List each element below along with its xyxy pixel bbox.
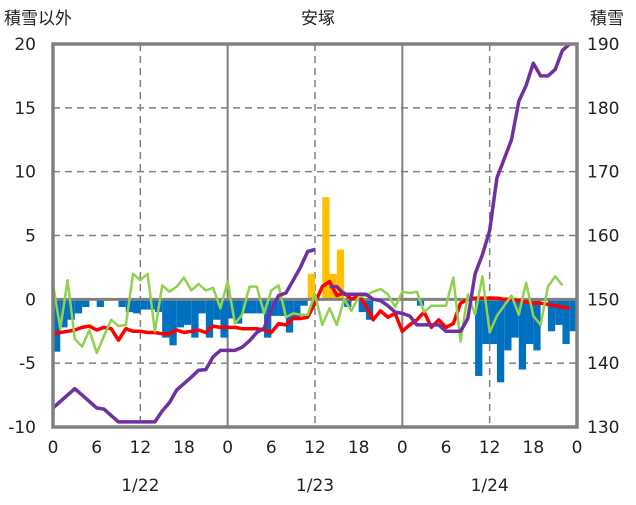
negative-bar bbox=[82, 299, 90, 307]
negative-bar bbox=[569, 299, 577, 332]
negative-bar bbox=[60, 299, 68, 328]
date-label: 1/22 bbox=[121, 476, 159, 496]
x-tick-label: 18 bbox=[523, 438, 545, 458]
x-tick-label: 12 bbox=[479, 438, 501, 458]
negative-bar bbox=[242, 299, 250, 314]
negative-bar bbox=[198, 299, 206, 314]
negative-bar bbox=[358, 299, 366, 313]
plot-frame bbox=[51, 42, 579, 429]
right-y-tick-label: 130 bbox=[587, 418, 619, 438]
right-y-tick-label: 150 bbox=[587, 290, 619, 310]
positive-bar bbox=[336, 249, 345, 300]
negative-bar bbox=[504, 299, 512, 351]
negative-bar bbox=[53, 299, 61, 352]
negative-bar bbox=[256, 299, 265, 314]
x-tick-label: 12 bbox=[304, 438, 326, 458]
right-y-tick-label: 180 bbox=[587, 99, 619, 119]
negative-bar bbox=[555, 299, 563, 325]
purple-series-line bbox=[51, 42, 571, 424]
chart-title: 安塚 bbox=[301, 9, 335, 29]
right-y-tick-label: 140 bbox=[587, 354, 619, 374]
left-y-tick-label: -10 bbox=[8, 418, 36, 438]
negative-bar bbox=[249, 299, 257, 314]
negative-bar bbox=[213, 299, 221, 320]
x-tick-label: 12 bbox=[130, 438, 152, 458]
left-y-tick-label: 20 bbox=[14, 35, 36, 55]
negative-bar bbox=[533, 299, 541, 351]
left-axis-title: 積雪以外 bbox=[4, 9, 72, 29]
right-y-tick-label: 160 bbox=[587, 227, 619, 247]
x-tick-label: 6 bbox=[441, 438, 452, 458]
negative-bar bbox=[300, 299, 308, 306]
positive-bar bbox=[322, 197, 330, 300]
date-label: 1/23 bbox=[296, 476, 334, 496]
left-y-tick-label: 0 bbox=[25, 290, 36, 310]
x-tick-label: 0 bbox=[572, 438, 583, 458]
negative-bar bbox=[133, 299, 141, 314]
left-y-tick-label: 5 bbox=[25, 227, 36, 247]
negative-bar bbox=[562, 299, 570, 345]
negative-bar bbox=[74, 299, 83, 314]
left-y-tick-label: 10 bbox=[14, 163, 36, 183]
x-tick-label: 18 bbox=[348, 438, 370, 458]
negative-bar bbox=[184, 299, 192, 325]
right-axis-title: 積雪 bbox=[590, 9, 624, 29]
left-y-tick-label: 15 bbox=[14, 99, 36, 119]
right-y-tick-label: 190 bbox=[587, 35, 619, 55]
negative-bar bbox=[169, 299, 177, 346]
negative-bar bbox=[547, 299, 556, 332]
x-tick-label: 0 bbox=[397, 438, 408, 458]
negative-bar bbox=[191, 299, 199, 338]
date-label: 1/24 bbox=[471, 476, 509, 496]
negative-bar bbox=[234, 299, 243, 324]
negative-bar bbox=[162, 299, 170, 338]
red-series-line bbox=[52, 279, 571, 342]
green-series-line bbox=[51, 272, 564, 355]
negative-bar bbox=[482, 299, 490, 345]
negative-bar bbox=[220, 299, 228, 338]
negative-bar bbox=[176, 299, 184, 328]
x-tick-label: 6 bbox=[266, 438, 277, 458]
negative-bar bbox=[293, 299, 301, 320]
negative-bar bbox=[96, 299, 104, 307]
positive-bar bbox=[307, 273, 315, 300]
negative-bar bbox=[205, 299, 214, 338]
left-y-tick-label: -5 bbox=[19, 354, 36, 374]
x-tick-label: 18 bbox=[173, 438, 195, 458]
negative-bar bbox=[526, 299, 534, 345]
negative-bar bbox=[475, 299, 483, 376]
negative-bar bbox=[271, 299, 279, 316]
x-tick-label: 0 bbox=[222, 438, 233, 458]
negative-bar bbox=[118, 299, 126, 307]
negative-bar bbox=[140, 299, 148, 310]
right-y-tick-label: 170 bbox=[587, 163, 619, 183]
x-tick-label: 6 bbox=[91, 438, 102, 458]
negative-bar bbox=[518, 299, 527, 370]
x-tick-label: 0 bbox=[48, 438, 59, 458]
negative-bar bbox=[496, 299, 505, 383]
negative-bar bbox=[511, 299, 519, 338]
negative-bar bbox=[278, 299, 286, 316]
